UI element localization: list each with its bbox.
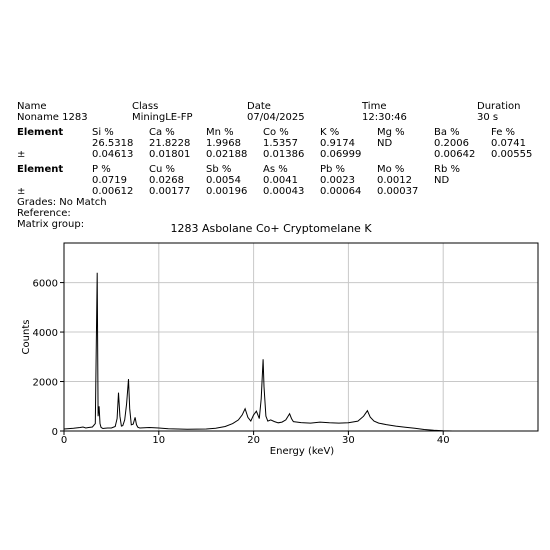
- element-name: Rb %: [434, 164, 460, 175]
- x-tick-label: 30: [342, 435, 355, 446]
- element-error: 0.01386: [263, 149, 305, 160]
- element-error: 0.00177: [149, 186, 191, 197]
- element-value: 1.5357: [263, 138, 298, 149]
- element-error: 0.00612: [92, 186, 134, 197]
- reference-text: Reference:: [17, 208, 71, 219]
- y-axis-ticks: 0 2000 4000 6000: [33, 279, 64, 438]
- element-name: Cu %: [149, 164, 176, 175]
- element-error: 0.00064: [320, 186, 362, 197]
- grades-text: Grades: No Match: [17, 197, 107, 208]
- x-tick-label: 0: [61, 435, 67, 446]
- element-value: 0.0041: [263, 175, 298, 186]
- element-value: 0.0054: [206, 175, 241, 186]
- name-value: Noname 1283: [17, 112, 88, 123]
- element-name: Si %: [92, 127, 114, 138]
- plus-minus-label: ±: [17, 149, 26, 160]
- element-heading: Element: [17, 127, 64, 138]
- element-name: Mo %: [377, 164, 405, 175]
- element-name: Co %: [263, 127, 289, 138]
- element-value: 26.5318: [92, 138, 134, 149]
- element-name: As %: [263, 164, 288, 175]
- y-tick-label: 2000: [33, 378, 58, 389]
- element-error: 0.00555: [491, 149, 533, 160]
- duration-label: Duration: [477, 101, 521, 112]
- chart-grid: [64, 243, 538, 431]
- element-error: 0.00043: [263, 186, 305, 197]
- class-value: MiningLE-FP: [132, 112, 193, 123]
- spectrum-line: [63, 272, 534, 432]
- element-value: 0.9174: [320, 138, 355, 149]
- plus-minus-label: ±: [17, 186, 26, 197]
- element-value: 0.0023: [320, 175, 355, 186]
- element-name: Ba %: [434, 127, 460, 138]
- element-value: 0.0268: [149, 175, 184, 186]
- y-tick-label: 4000: [33, 328, 58, 339]
- chart-title: 1283 Asbolane Co+ Cryptomelane K: [170, 222, 372, 235]
- x-tick-label: 10: [152, 435, 165, 446]
- element-value: ND: [377, 138, 393, 149]
- element-value: 0.0012: [377, 175, 412, 186]
- x-axis-label: Energy (keV): [270, 446, 335, 457]
- element-error: 0.04613: [92, 149, 134, 160]
- element-error: 0.01801: [149, 149, 191, 160]
- element-name: Mn %: [206, 127, 234, 138]
- element-value: 0.0719: [92, 175, 127, 186]
- x-tick-label: 40: [437, 435, 450, 446]
- x-axis-ticks: 0 10 20 30 40: [61, 431, 450, 446]
- element-value: 21.8228: [149, 138, 191, 149]
- element-name: Pb %: [320, 164, 346, 175]
- y-tick-label: 0: [52, 427, 58, 438]
- class-label: Class: [132, 101, 159, 112]
- date-label: Date: [247, 101, 271, 112]
- element-heading: Element: [17, 164, 64, 175]
- element-value: 0.0741: [491, 138, 526, 149]
- element-error: 0.06999: [320, 149, 362, 160]
- element-name: Fe %: [491, 127, 516, 138]
- element-value: 0.2006: [434, 138, 469, 149]
- date-value: 07/04/2025: [247, 112, 305, 123]
- element-name: Mg %: [377, 127, 405, 138]
- element-error: 0.00642: [434, 149, 476, 160]
- element-name: Sb %: [206, 164, 232, 175]
- y-tick-label: 6000: [33, 279, 58, 290]
- element-value: 1.9968: [206, 138, 241, 149]
- matrix-group-text: Matrix group:: [17, 219, 85, 230]
- name-label: Name: [17, 101, 47, 112]
- element-name: K %: [320, 127, 340, 138]
- x-tick-label: 20: [247, 435, 260, 446]
- y-axis-label: Counts: [21, 320, 32, 355]
- time-value: 12:30:46: [362, 112, 407, 123]
- time-label: Time: [362, 101, 387, 112]
- element-name: P %: [92, 164, 111, 175]
- element-value: ND: [434, 175, 450, 186]
- duration-value: 30 s: [477, 112, 499, 123]
- element-error: 0.00196: [206, 186, 248, 197]
- plot-frame: [63, 242, 539, 432]
- element-name: Ca %: [149, 127, 175, 138]
- element-error: 0.00037: [377, 186, 419, 197]
- element-error: 0.02188: [206, 149, 248, 160]
